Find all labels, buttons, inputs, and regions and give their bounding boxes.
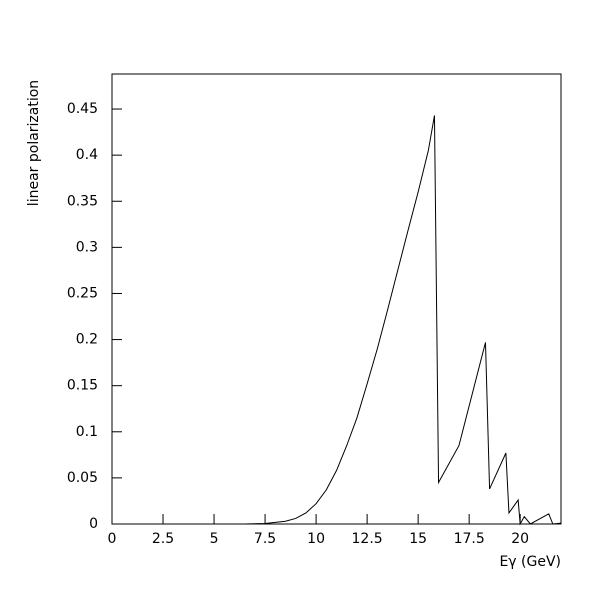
x-tick-label: 10	[307, 531, 325, 547]
y-tick-label: 0.35	[67, 193, 98, 209]
data-line	[244, 115, 562, 526]
x-tick-label: 0	[108, 531, 117, 547]
x-tick-label: 12.5	[352, 531, 383, 547]
y-axis-title: linear polarization	[26, 80, 42, 206]
y-tick-label: 0.1	[76, 424, 98, 440]
y-tick-label: 0.45	[67, 101, 98, 117]
x-tick-label: 7.5	[254, 531, 276, 547]
y-tick-label: 0.4	[76, 147, 98, 163]
y-tick-label: 0.15	[67, 378, 98, 394]
x-tick-label: 15	[409, 531, 427, 547]
x-tick-label: 5	[210, 531, 219, 547]
x-tick-label: 2.5	[152, 531, 174, 547]
y-tick-label: 0.05	[67, 470, 98, 486]
y-tick-label: 0.25	[67, 285, 98, 301]
y-tick-label: 0.3	[76, 239, 98, 255]
x-axis-title: Eγ (GeV)	[499, 554, 561, 570]
plot-frame	[111, 73, 562, 525]
y-tick-label: 0	[89, 516, 98, 532]
x-tick-label: 20	[511, 531, 529, 547]
y-tick-label: 0.2	[76, 332, 98, 348]
x-tick-label: 17.5	[454, 531, 485, 547]
